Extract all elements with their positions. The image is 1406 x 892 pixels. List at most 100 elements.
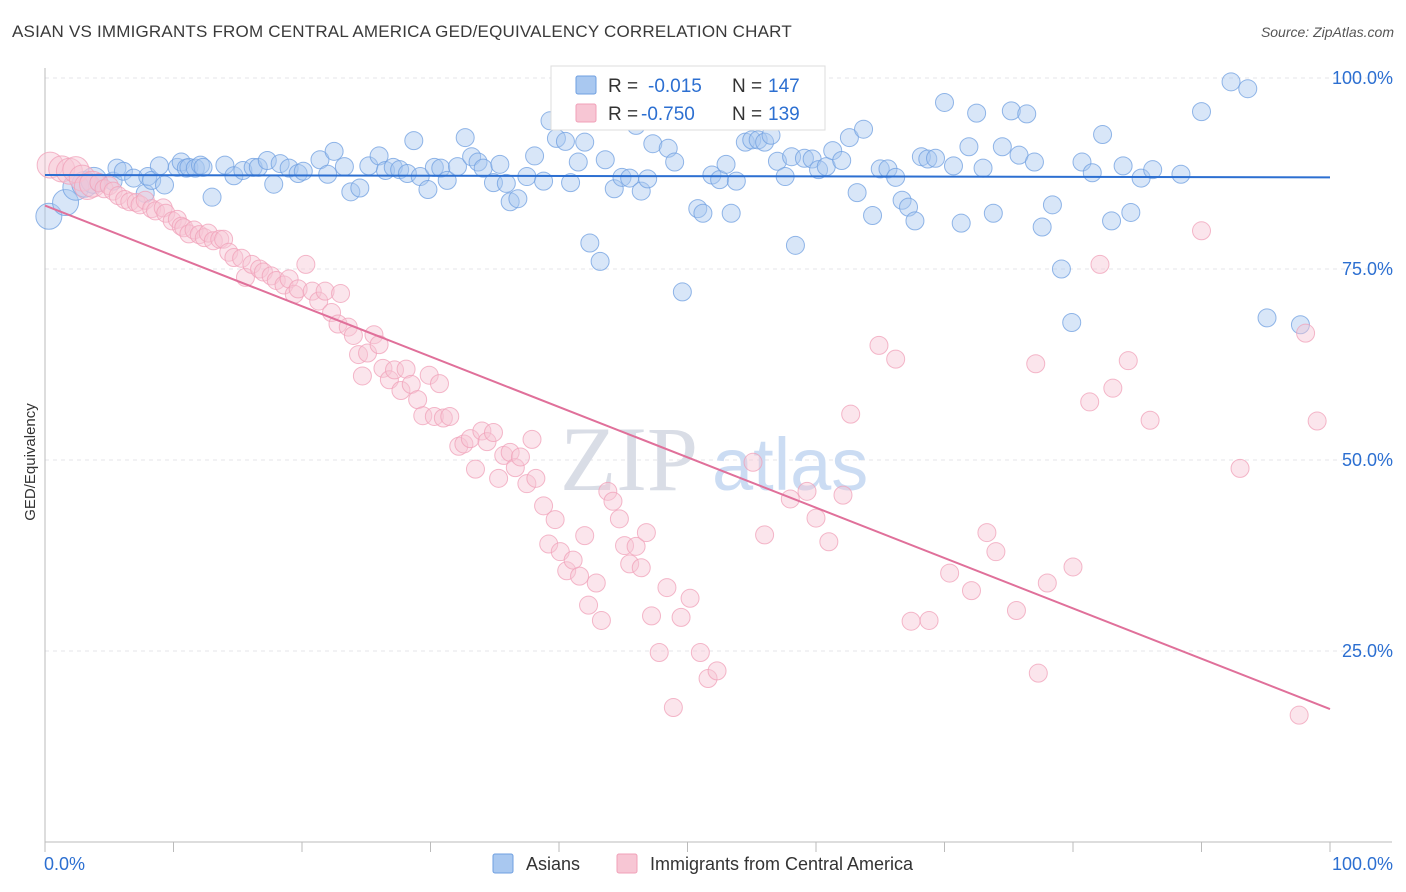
asian-point (693, 203, 713, 223)
central-america-point (819, 532, 839, 552)
asian-point (643, 134, 663, 154)
central-america-point (557, 561, 577, 581)
asian-point (665, 152, 685, 172)
asian-point (1001, 101, 1021, 121)
central-america-point (449, 436, 469, 456)
central-america-point (489, 468, 509, 488)
asian-point (638, 169, 658, 189)
central-america-point (649, 643, 669, 663)
central-america-point (833, 485, 853, 505)
central-america-point (977, 523, 997, 543)
legend-n-value: 139 (768, 104, 800, 125)
asian-point (404, 131, 424, 151)
central-america-point (534, 496, 554, 516)
asian-point (870, 159, 890, 179)
central-america-point (440, 406, 460, 426)
central-america-point (539, 534, 559, 554)
central-america-point (671, 607, 691, 627)
asian-point (193, 157, 213, 177)
y-tick-label: 75.0% (1342, 259, 1393, 279)
asian-point (847, 183, 867, 203)
asian-point (350, 178, 370, 198)
central-america-point (886, 349, 906, 369)
central-america-point (579, 595, 599, 615)
central-america-point (1090, 254, 1110, 274)
central-america-point (575, 526, 595, 546)
points (35, 72, 1327, 725)
asian-point (943, 156, 963, 176)
central-america-point (315, 281, 335, 301)
asian-point (1082, 163, 1102, 183)
central-america-point (570, 566, 590, 586)
asian-point (369, 146, 389, 166)
asian-point (293, 161, 313, 181)
central-america-point (89, 173, 109, 193)
central-america-point (419, 365, 439, 385)
central-america-point (454, 434, 474, 454)
asian-point (716, 154, 736, 174)
asian-point (568, 152, 588, 172)
asian-point (721, 203, 741, 223)
central-america-point (1026, 354, 1046, 374)
central-america-point (1118, 351, 1138, 371)
asian-point (270, 154, 290, 174)
central-america-point (609, 509, 629, 529)
central-america-point (250, 259, 270, 279)
legend-n-value: 147 (768, 76, 800, 97)
asian-point (1121, 202, 1141, 222)
source-label: Source: ZipAtlas.com (1260, 24, 1394, 40)
x-tick-label: 0.0% (44, 854, 85, 874)
asian-point (604, 179, 624, 199)
asian-point (190, 155, 210, 175)
central-america-point (545, 510, 565, 530)
central-america-point (1103, 378, 1123, 398)
asian-point (595, 150, 615, 170)
watermark-atlas: atlas (712, 423, 868, 506)
legend-box: R = -0.015 N = 147 R = -0.750 N = 139 (550, 65, 826, 131)
asian-point (992, 137, 1012, 157)
central-america-point (631, 558, 651, 578)
asian-point (809, 160, 829, 180)
asian-point (288, 164, 308, 183)
asian-point (1042, 195, 1062, 215)
asian-point (1143, 160, 1163, 180)
asian-point (854, 119, 874, 139)
axes (44, 68, 1392, 852)
central-america-point (522, 429, 542, 449)
central-america-point (1063, 557, 1083, 577)
central-america-point (806, 508, 826, 528)
central-america-point (1307, 411, 1327, 431)
central-america-point (120, 192, 140, 212)
asian-point (1051, 259, 1071, 279)
asian-point (785, 235, 805, 255)
asian-trend-line (44, 174, 1331, 179)
central-america-point (586, 573, 606, 593)
watermark: ZIP atlas (560, 408, 868, 510)
y-tick-label: 25.0% (1342, 641, 1393, 661)
asian-point (1113, 156, 1133, 176)
asian-point (575, 132, 595, 152)
central-america-point (707, 661, 727, 681)
asian-point (580, 233, 600, 253)
central-america-point (869, 335, 889, 355)
central-america-point (1080, 392, 1100, 412)
central-america-point (780, 489, 800, 509)
asian-point (973, 158, 993, 178)
asian-point (555, 131, 575, 151)
central-america-point (219, 242, 239, 262)
asian-point (334, 157, 354, 177)
central-america-trend-line (44, 204, 1331, 710)
asian-point (926, 148, 946, 168)
asian-point (878, 159, 898, 179)
central-america-point (500, 442, 520, 462)
watermark-zip: ZIP (560, 408, 698, 510)
central-america-point (510, 447, 530, 467)
asian-point (1238, 79, 1258, 99)
grid (45, 77, 1392, 652)
central-america-point (477, 432, 497, 452)
central-america-point (603, 491, 623, 511)
central-america-point (433, 408, 453, 428)
central-america-point (429, 374, 449, 394)
x-tick-label: 100.0% (1332, 854, 1393, 874)
